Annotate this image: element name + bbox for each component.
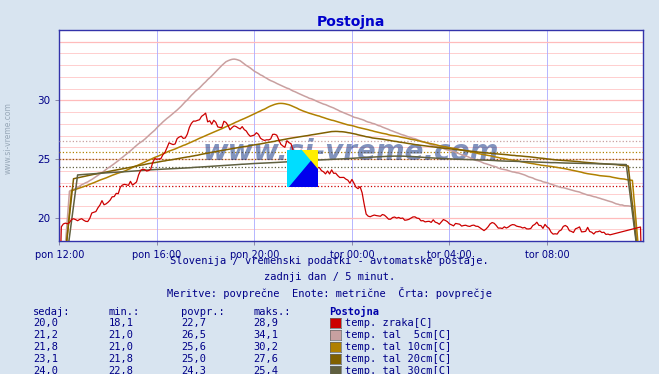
Text: 30,2: 30,2	[254, 342, 279, 352]
Text: 21,8: 21,8	[109, 354, 134, 364]
Text: Slovenija / vremenski podatki - avtomatske postaje.: Slovenija / vremenski podatki - avtomats…	[170, 256, 489, 266]
Text: 25,4: 25,4	[254, 366, 279, 374]
Text: 24,3: 24,3	[181, 366, 206, 374]
Text: temp. zraka[C]: temp. zraka[C]	[345, 318, 433, 328]
Text: min.:: min.:	[109, 307, 140, 317]
Text: povpr.:: povpr.:	[181, 307, 225, 317]
Text: 24,0: 24,0	[33, 366, 58, 374]
Text: temp. tal  5cm[C]: temp. tal 5cm[C]	[345, 330, 451, 340]
Text: temp. tal 10cm[C]: temp. tal 10cm[C]	[345, 342, 451, 352]
Text: 21,0: 21,0	[109, 342, 134, 352]
Polygon shape	[287, 150, 318, 187]
Text: 25,6: 25,6	[181, 342, 206, 352]
Text: 20,0: 20,0	[33, 318, 58, 328]
Text: temp. tal 30cm[C]: temp. tal 30cm[C]	[345, 366, 451, 374]
Text: zadnji dan / 5 minut.: zadnji dan / 5 minut.	[264, 273, 395, 282]
Text: www.si-vreme.com: www.si-vreme.com	[203, 138, 499, 166]
Text: 21,0: 21,0	[109, 330, 134, 340]
Text: 34,1: 34,1	[254, 330, 279, 340]
Text: maks.:: maks.:	[254, 307, 291, 317]
Text: www.si-vreme.com: www.si-vreme.com	[4, 102, 13, 174]
Polygon shape	[302, 150, 318, 168]
Text: 26,5: 26,5	[181, 330, 206, 340]
Text: 18,1: 18,1	[109, 318, 134, 328]
Text: 22,7: 22,7	[181, 318, 206, 328]
Polygon shape	[287, 150, 318, 187]
Text: Meritve: povprečne  Enote: metrične  Črta: povprečje: Meritve: povprečne Enote: metrične Črta:…	[167, 287, 492, 299]
Text: 27,6: 27,6	[254, 354, 279, 364]
Text: Postojna: Postojna	[330, 306, 380, 317]
Text: 22,8: 22,8	[109, 366, 134, 374]
Text: 28,9: 28,9	[254, 318, 279, 328]
Text: 25,0: 25,0	[181, 354, 206, 364]
Text: 21,8: 21,8	[33, 342, 58, 352]
Text: 21,2: 21,2	[33, 330, 58, 340]
Text: 23,1: 23,1	[33, 354, 58, 364]
Text: temp. tal 20cm[C]: temp. tal 20cm[C]	[345, 354, 451, 364]
Title: Postojna: Postojna	[317, 15, 385, 29]
Text: sedaj:: sedaj:	[33, 307, 71, 317]
